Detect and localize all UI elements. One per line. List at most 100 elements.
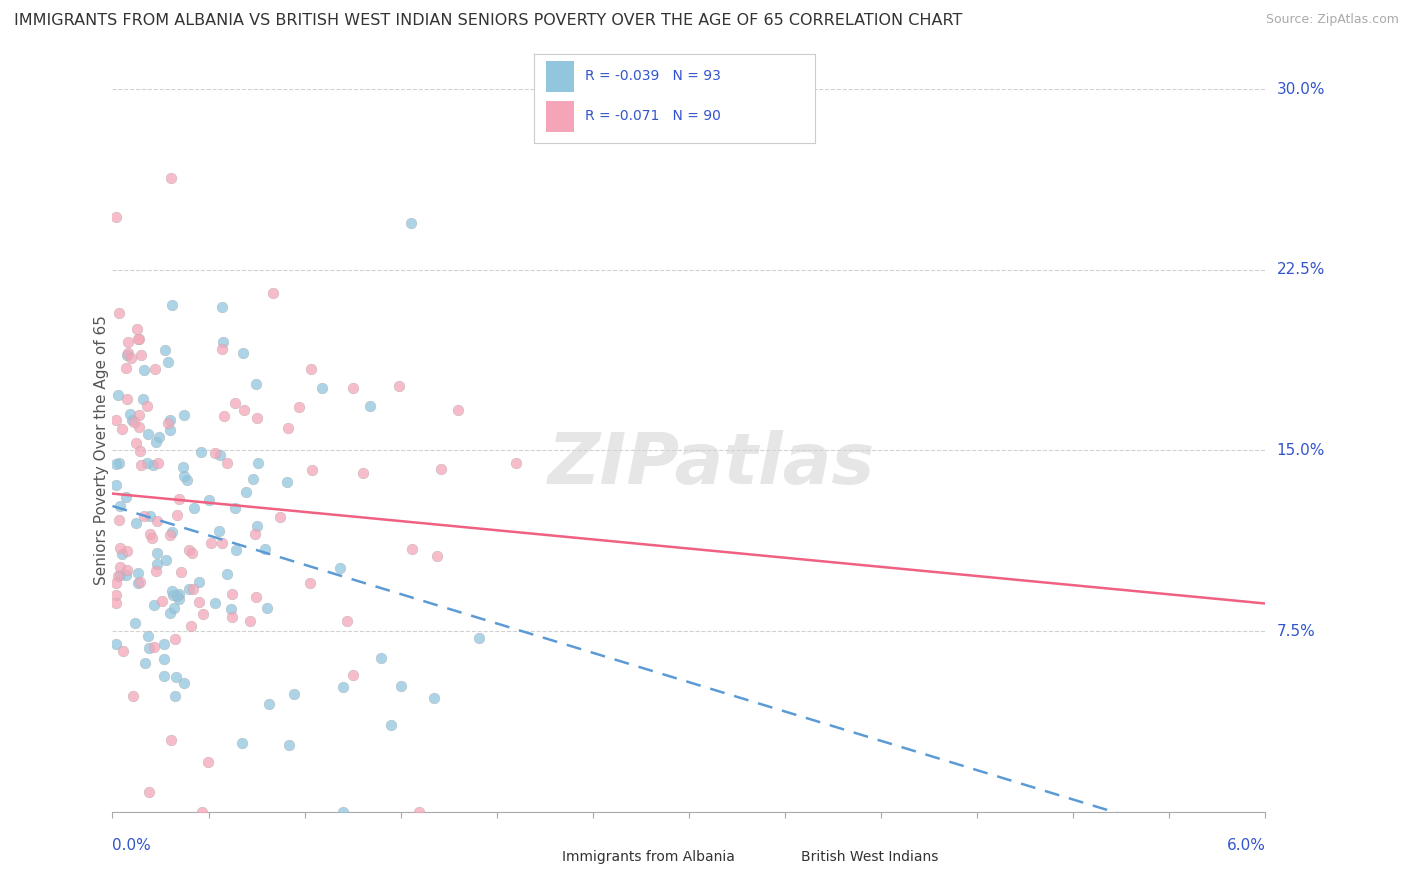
Point: [190, 805, 212, 819]
Point: [200, 536, 222, 550]
Point: [332, 681, 354, 695]
Point: [129, 458, 152, 472]
Point: [105, 596, 128, 610]
Point: [208, 524, 231, 539]
Text: 15.0%: 15.0%: [1277, 443, 1324, 458]
Point: [159, 170, 181, 185]
Point: [245, 377, 267, 392]
Point: [115, 568, 138, 582]
Point: [132, 508, 155, 523]
Bar: [546, 101, 574, 132]
Point: [219, 602, 242, 616]
Point: [108, 513, 131, 527]
Point: [105, 575, 128, 590]
Text: ZIPatlas: ZIPatlas: [548, 431, 876, 500]
Bar: [546, 61, 574, 92]
Point: [359, 400, 381, 414]
Point: [170, 565, 193, 579]
Point: [155, 343, 177, 357]
Point: [211, 334, 233, 349]
Text: 6.0%: 6.0%: [1226, 838, 1265, 854]
Point: [127, 321, 149, 335]
Point: [245, 590, 267, 604]
Point: [129, 348, 152, 362]
Point: [121, 413, 143, 427]
Point: [342, 667, 364, 681]
Point: [128, 332, 150, 346]
Point: [115, 544, 138, 558]
Point: [139, 508, 162, 523]
Point: [146, 557, 169, 571]
Point: [167, 491, 190, 506]
Point: [342, 381, 364, 395]
Point: [142, 458, 165, 473]
Point: [165, 670, 187, 684]
Point: [169, 591, 191, 606]
Point: [299, 361, 322, 376]
Point: [105, 210, 128, 224]
Point: [128, 443, 150, 458]
Point: [115, 348, 138, 362]
Point: [181, 546, 204, 560]
Point: [191, 607, 214, 621]
Point: [153, 637, 176, 651]
Point: [108, 541, 131, 555]
Point: [156, 417, 179, 431]
Point: [254, 542, 277, 557]
Point: [127, 566, 149, 580]
Point: [105, 413, 128, 427]
Point: [117, 563, 139, 577]
Point: [231, 736, 253, 750]
Point: [127, 332, 149, 346]
Point: [105, 457, 128, 471]
Text: Source: ZipAtlas.com: Source: ZipAtlas.com: [1265, 13, 1399, 27]
Point: [447, 403, 470, 417]
Point: [108, 456, 131, 470]
Point: [152, 652, 174, 666]
Point: [136, 426, 159, 441]
Point: [162, 588, 184, 602]
Point: [127, 576, 149, 591]
Point: [215, 456, 238, 470]
Point: [142, 640, 165, 654]
Point: [283, 687, 305, 701]
Point: [159, 423, 181, 437]
Point: [115, 491, 138, 505]
Point: [105, 588, 128, 602]
Point: [263, 285, 285, 300]
Point: [159, 527, 181, 541]
Text: 22.5%: 22.5%: [1277, 262, 1324, 277]
Point: [380, 718, 402, 732]
Point: [138, 641, 160, 656]
Point: [145, 564, 167, 578]
Point: [211, 300, 233, 314]
Y-axis label: Seniors Poverty Over the Age of 65: Seniors Poverty Over the Age of 65: [94, 316, 108, 585]
Point: [232, 345, 254, 359]
Point: [401, 542, 423, 557]
Point: [246, 411, 269, 425]
Point: [172, 460, 194, 475]
Point: [176, 473, 198, 487]
Point: [177, 582, 200, 597]
Point: [332, 805, 354, 819]
Text: R = -0.039   N = 93: R = -0.039 N = 93: [585, 70, 721, 83]
Point: [132, 362, 155, 376]
Point: [146, 546, 169, 560]
Point: [430, 461, 453, 475]
Point: [153, 669, 176, 683]
Point: [114, 361, 136, 376]
Point: [173, 676, 195, 690]
Point: [221, 587, 243, 601]
Point: [111, 547, 134, 561]
Point: [107, 569, 129, 583]
Point: [108, 567, 131, 582]
Point: [423, 691, 446, 706]
Point: [139, 527, 162, 541]
Point: [117, 346, 139, 360]
Point: [211, 343, 233, 357]
Point: [115, 392, 138, 406]
Text: Immigrants from Albania: Immigrants from Albania: [562, 850, 735, 864]
Point: [187, 574, 209, 589]
Point: [212, 409, 235, 423]
Point: [148, 456, 170, 470]
